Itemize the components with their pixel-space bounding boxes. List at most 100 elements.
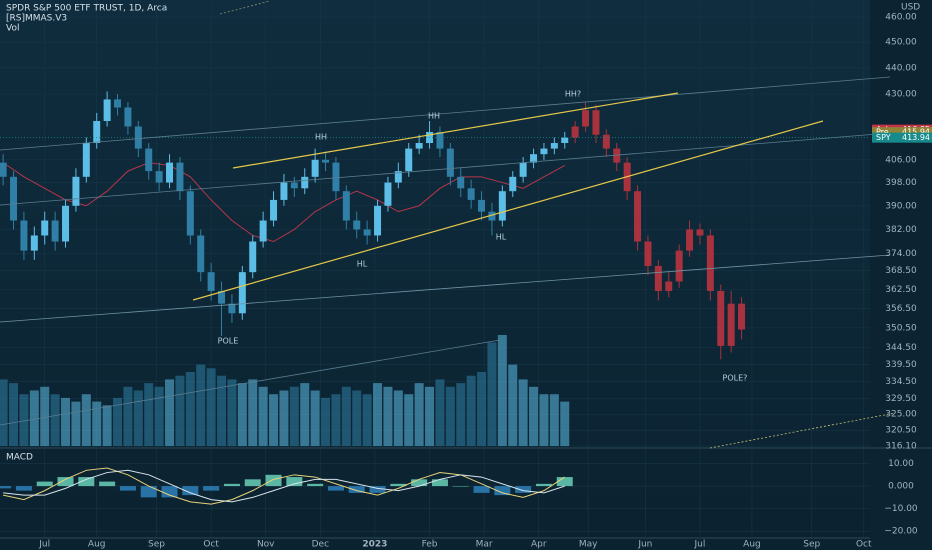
x-tick-label: Mar <box>476 540 493 550</box>
candle-body <box>41 220 49 236</box>
price-tag <box>872 132 932 143</box>
volume-bar <box>373 383 383 446</box>
candle-body <box>353 220 361 230</box>
y-tick-label: 450.00 <box>885 38 917 48</box>
price-tag <box>872 127 932 138</box>
candle-body <box>519 162 527 177</box>
volume-bar <box>341 386 351 446</box>
macd-histogram <box>452 486 469 487</box>
volume-bar <box>227 379 237 446</box>
candle-body <box>717 290 725 346</box>
volume-bar <box>539 394 549 446</box>
macd-histogram <box>390 483 407 487</box>
candle-body <box>93 121 101 144</box>
candle-body <box>384 182 392 206</box>
candle-body <box>342 191 350 221</box>
candle-body <box>228 303 236 314</box>
candle-body <box>634 191 642 242</box>
macd-histogram <box>223 483 240 487</box>
volume-bar <box>310 390 320 446</box>
x-tick-label: Jul <box>694 540 706 550</box>
macd-histogram <box>161 486 178 498</box>
candle-body <box>62 205 70 242</box>
price-tag-value: 413.94 <box>902 133 930 142</box>
x-tick-label: Jun <box>637 540 652 550</box>
volume-bar <box>258 386 268 446</box>
candle-body <box>706 235 714 291</box>
indicator-label: [RS]MMAS.V3 <box>6 14 67 24</box>
candle-body <box>738 303 746 330</box>
macd-tick-label: −10.00 <box>884 504 918 514</box>
trend-line <box>192 120 824 301</box>
y-tick-label: 362.50 <box>885 285 917 295</box>
macd-histogram <box>244 479 261 487</box>
x-tick-label: Apr <box>531 540 547 550</box>
candle-body <box>82 143 90 177</box>
y-tick-label: 406.00 <box>885 155 917 165</box>
y-tick-label: 382.00 <box>885 225 917 235</box>
candle-body <box>644 241 652 266</box>
y-tick-label: 440.00 <box>885 63 917 73</box>
x-tick-label: Sep <box>803 540 820 550</box>
x-tick-label: Oct <box>203 540 219 550</box>
channel-line <box>709 412 896 449</box>
volume-bar <box>248 379 258 446</box>
volume-bar <box>175 375 185 446</box>
candle-body <box>530 154 538 163</box>
candle-body <box>114 99 122 108</box>
volume-bar <box>102 405 112 446</box>
trend-line <box>232 92 679 169</box>
moving-average <box>2 162 565 243</box>
candle-body <box>665 281 673 291</box>
macd-line <box>3 467 566 505</box>
candle-body <box>363 229 371 236</box>
macd-histogram <box>515 486 532 493</box>
volume-bar <box>185 372 195 446</box>
macd-histogram <box>140 486 157 498</box>
y-tick-label: 325.00 <box>885 410 917 420</box>
y-tick-label: 350.50 <box>885 323 917 333</box>
candle-body <box>613 148 621 163</box>
y-tick-label: 329.50 <box>885 394 917 404</box>
volume-bar <box>61 397 71 446</box>
macd-histogram <box>494 486 511 496</box>
candle-body <box>176 162 184 192</box>
drawings <box>0 0 896 449</box>
y-tick-label: 344.50 <box>885 343 917 353</box>
candle-body <box>186 191 194 236</box>
macd-histogram <box>36 481 53 487</box>
candle-body <box>155 171 163 183</box>
y-tick-label: 390.00 <box>885 201 917 211</box>
volume-bar <box>321 397 331 446</box>
candle-body <box>103 99 111 122</box>
candle-body <box>30 235 38 251</box>
channel-line <box>0 254 891 323</box>
y-tick-label: 316.10 <box>885 442 917 452</box>
candle-body <box>394 171 402 183</box>
candle-body <box>436 131 444 149</box>
x-tick-label: Sep <box>148 540 165 550</box>
macd-histogram <box>265 474 282 487</box>
volume-bar <box>50 394 60 446</box>
macd-histogram <box>369 486 386 493</box>
candle-body <box>311 159 319 177</box>
candle-body <box>145 148 153 172</box>
candle-body <box>509 176 517 192</box>
y-tick-label: 368.50 <box>885 266 917 276</box>
candle-body <box>602 134 610 149</box>
volume-bar <box>362 394 372 446</box>
y-tick-label: 334.50 <box>885 377 917 387</box>
volume-bar <box>71 401 81 446</box>
candle-body <box>582 110 590 127</box>
candle-body <box>571 126 579 138</box>
candle-body <box>259 220 267 242</box>
candle-body <box>290 182 298 189</box>
annotation: POLE <box>218 337 239 346</box>
volume-bar <box>0 379 8 446</box>
annotation: HL <box>357 260 368 269</box>
annotation: HH <box>315 133 327 142</box>
x-tick-label: May <box>579 540 598 550</box>
macd-histogram <box>0 486 12 489</box>
y-tick-label: 320.50 <box>885 426 917 436</box>
candle-body <box>488 211 496 221</box>
